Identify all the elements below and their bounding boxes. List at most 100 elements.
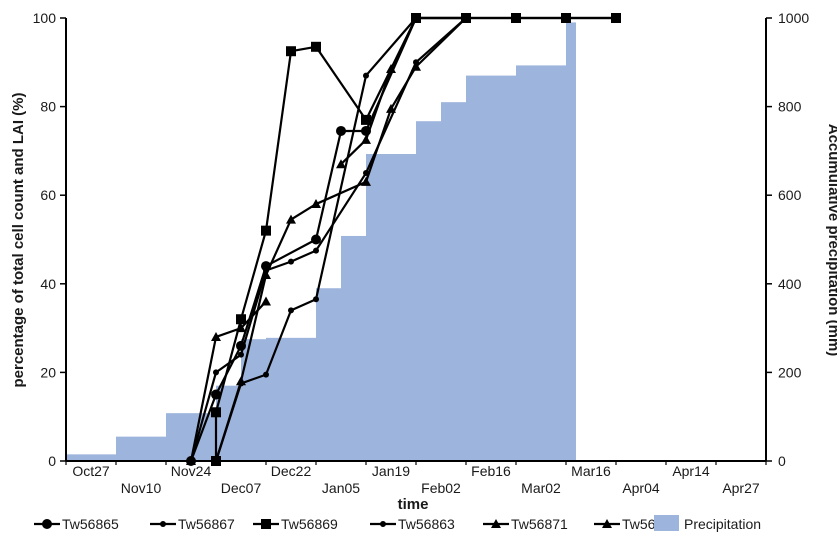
precipitation-step-10 — [441, 102, 466, 462]
x-tick-label-lower: Dec07 — [221, 480, 262, 496]
series-line — [340, 17, 417, 165]
precipitation-step-9 — [416, 121, 441, 462]
y-tick-label: 20 — [40, 364, 56, 380]
legend: Tw56865 Tw56867 Tw56869 Tw56863 Tw56871 Tw568… — [34, 515, 761, 532]
y2-axis-title: Accumulative precipitation (mm) — [825, 124, 837, 357]
series-point — [211, 331, 221, 341]
axes — [60, 17, 772, 465]
series-point — [186, 456, 196, 465]
y-tick-label: 80 — [40, 99, 56, 115]
series-point — [461, 13, 471, 22]
series-point — [286, 214, 296, 224]
precipitation-step-4 — [241, 339, 266, 461]
legend-label-Tw56865: Tw56865 — [62, 516, 119, 532]
y2-tick-label: 600 — [778, 187, 802, 203]
precipitation-step-13 — [566, 22, 576, 462]
x-tick-label-upper: Apr14 — [672, 463, 710, 479]
series-point — [313, 296, 319, 303]
y-tick-label: 60 — [40, 187, 56, 203]
series-unlabeled-6 — [336, 13, 421, 169]
series-point — [311, 41, 321, 52]
legend-marker-Tw56871 — [491, 519, 501, 528]
series-point — [313, 247, 319, 254]
series-point — [261, 269, 271, 279]
precipitation-step-1 — [116, 436, 166, 461]
series-point — [263, 371, 269, 378]
series-point — [311, 234, 321, 245]
series-point — [513, 15, 519, 21]
series-point — [261, 225, 271, 236]
y2-tick-label: 400 — [778, 276, 802, 292]
series-point — [361, 134, 371, 144]
y2-tick-label: 200 — [778, 364, 802, 380]
series-line — [189, 300, 267, 462]
series-point — [236, 314, 246, 325]
y-tick-label: 100 — [33, 10, 57, 26]
series-point — [563, 15, 569, 21]
series-point — [236, 376, 246, 386]
x-tick-label-upper: Mar16 — [571, 463, 611, 479]
series-point — [211, 407, 221, 418]
legend-marker-Tw56865 — [42, 519, 52, 529]
precipitation-area — [66, 22, 576, 462]
series-lines — [186, 13, 621, 466]
legend-label-precipitation: Precipitation — [684, 516, 761, 532]
legend-marker-Tw56864 — [602, 519, 612, 528]
x-tick-label-lower: Feb02 — [421, 480, 461, 496]
legend-label-Tw56867: Tw56867 — [178, 516, 235, 532]
legend-marker-Tw56869 — [261, 519, 271, 529]
series-point — [361, 114, 371, 125]
series-point — [613, 15, 619, 21]
series-point — [236, 323, 246, 333]
series-point — [261, 296, 271, 306]
series-point — [411, 13, 421, 22]
series-point — [411, 61, 421, 71]
series-point — [211, 389, 221, 400]
series-Tw56863 — [213, 15, 619, 464]
x-axis-title: time — [398, 496, 429, 513]
precipitation-step-5 — [266, 337, 316, 461]
series-point — [386, 63, 396, 73]
legend-swatch-precipitation — [654, 515, 679, 531]
y-axis-title: percentage of total cell count and LAI (… — [10, 92, 27, 387]
series-point — [361, 176, 371, 186]
y2-tick-label: 0 — [778, 453, 786, 469]
y-tick-label: 0 — [48, 453, 56, 469]
series-point — [336, 125, 346, 136]
series-point — [311, 199, 321, 209]
x-tick-label-upper: Nov24 — [171, 463, 212, 479]
x-tick-label-lower: Jan05 — [322, 480, 360, 496]
series-point — [386, 103, 396, 113]
series-point — [286, 46, 296, 57]
legend-label-Tw56863: Tw56863 — [398, 516, 455, 532]
x-tick-label-upper: Oct27 — [72, 463, 110, 479]
x-tick-label-upper: Feb16 — [471, 463, 511, 479]
series-point — [211, 456, 221, 465]
legend-marker-Tw56863 — [380, 521, 386, 527]
precipitation-step-6 — [316, 288, 341, 461]
x-tick-label-lower: Apr27 — [722, 480, 760, 496]
series-point — [288, 307, 294, 314]
series-point — [288, 258, 294, 265]
precipitation-step-12 — [516, 65, 566, 461]
x-tick-label-lower: Mar02 — [521, 480, 561, 496]
y2-tick-label: 1000 — [778, 10, 809, 26]
y-tick-label: 40 — [40, 276, 56, 292]
precipitation-step-8 — [366, 154, 416, 461]
series-point — [336, 159, 346, 169]
x-tick-label-upper: Dec22 — [271, 463, 312, 479]
x-tick-label-lower: Apr04 — [622, 480, 660, 496]
legend-label-Tw56869: Tw56869 — [281, 516, 338, 532]
legend-label-Tw56871: Tw56871 — [511, 516, 568, 532]
series-Tw56871 — [186, 296, 271, 465]
precipitation-step-0 — [66, 454, 116, 461]
x-tick-label-lower: Nov10 — [121, 480, 162, 496]
series-point — [213, 369, 219, 376]
precipitation-step-7 — [341, 235, 366, 461]
x-tick-label-upper: Jan19 — [372, 463, 410, 479]
series-point — [238, 351, 244, 358]
series-Tw56864 — [211, 13, 471, 465]
series-point — [363, 72, 369, 79]
